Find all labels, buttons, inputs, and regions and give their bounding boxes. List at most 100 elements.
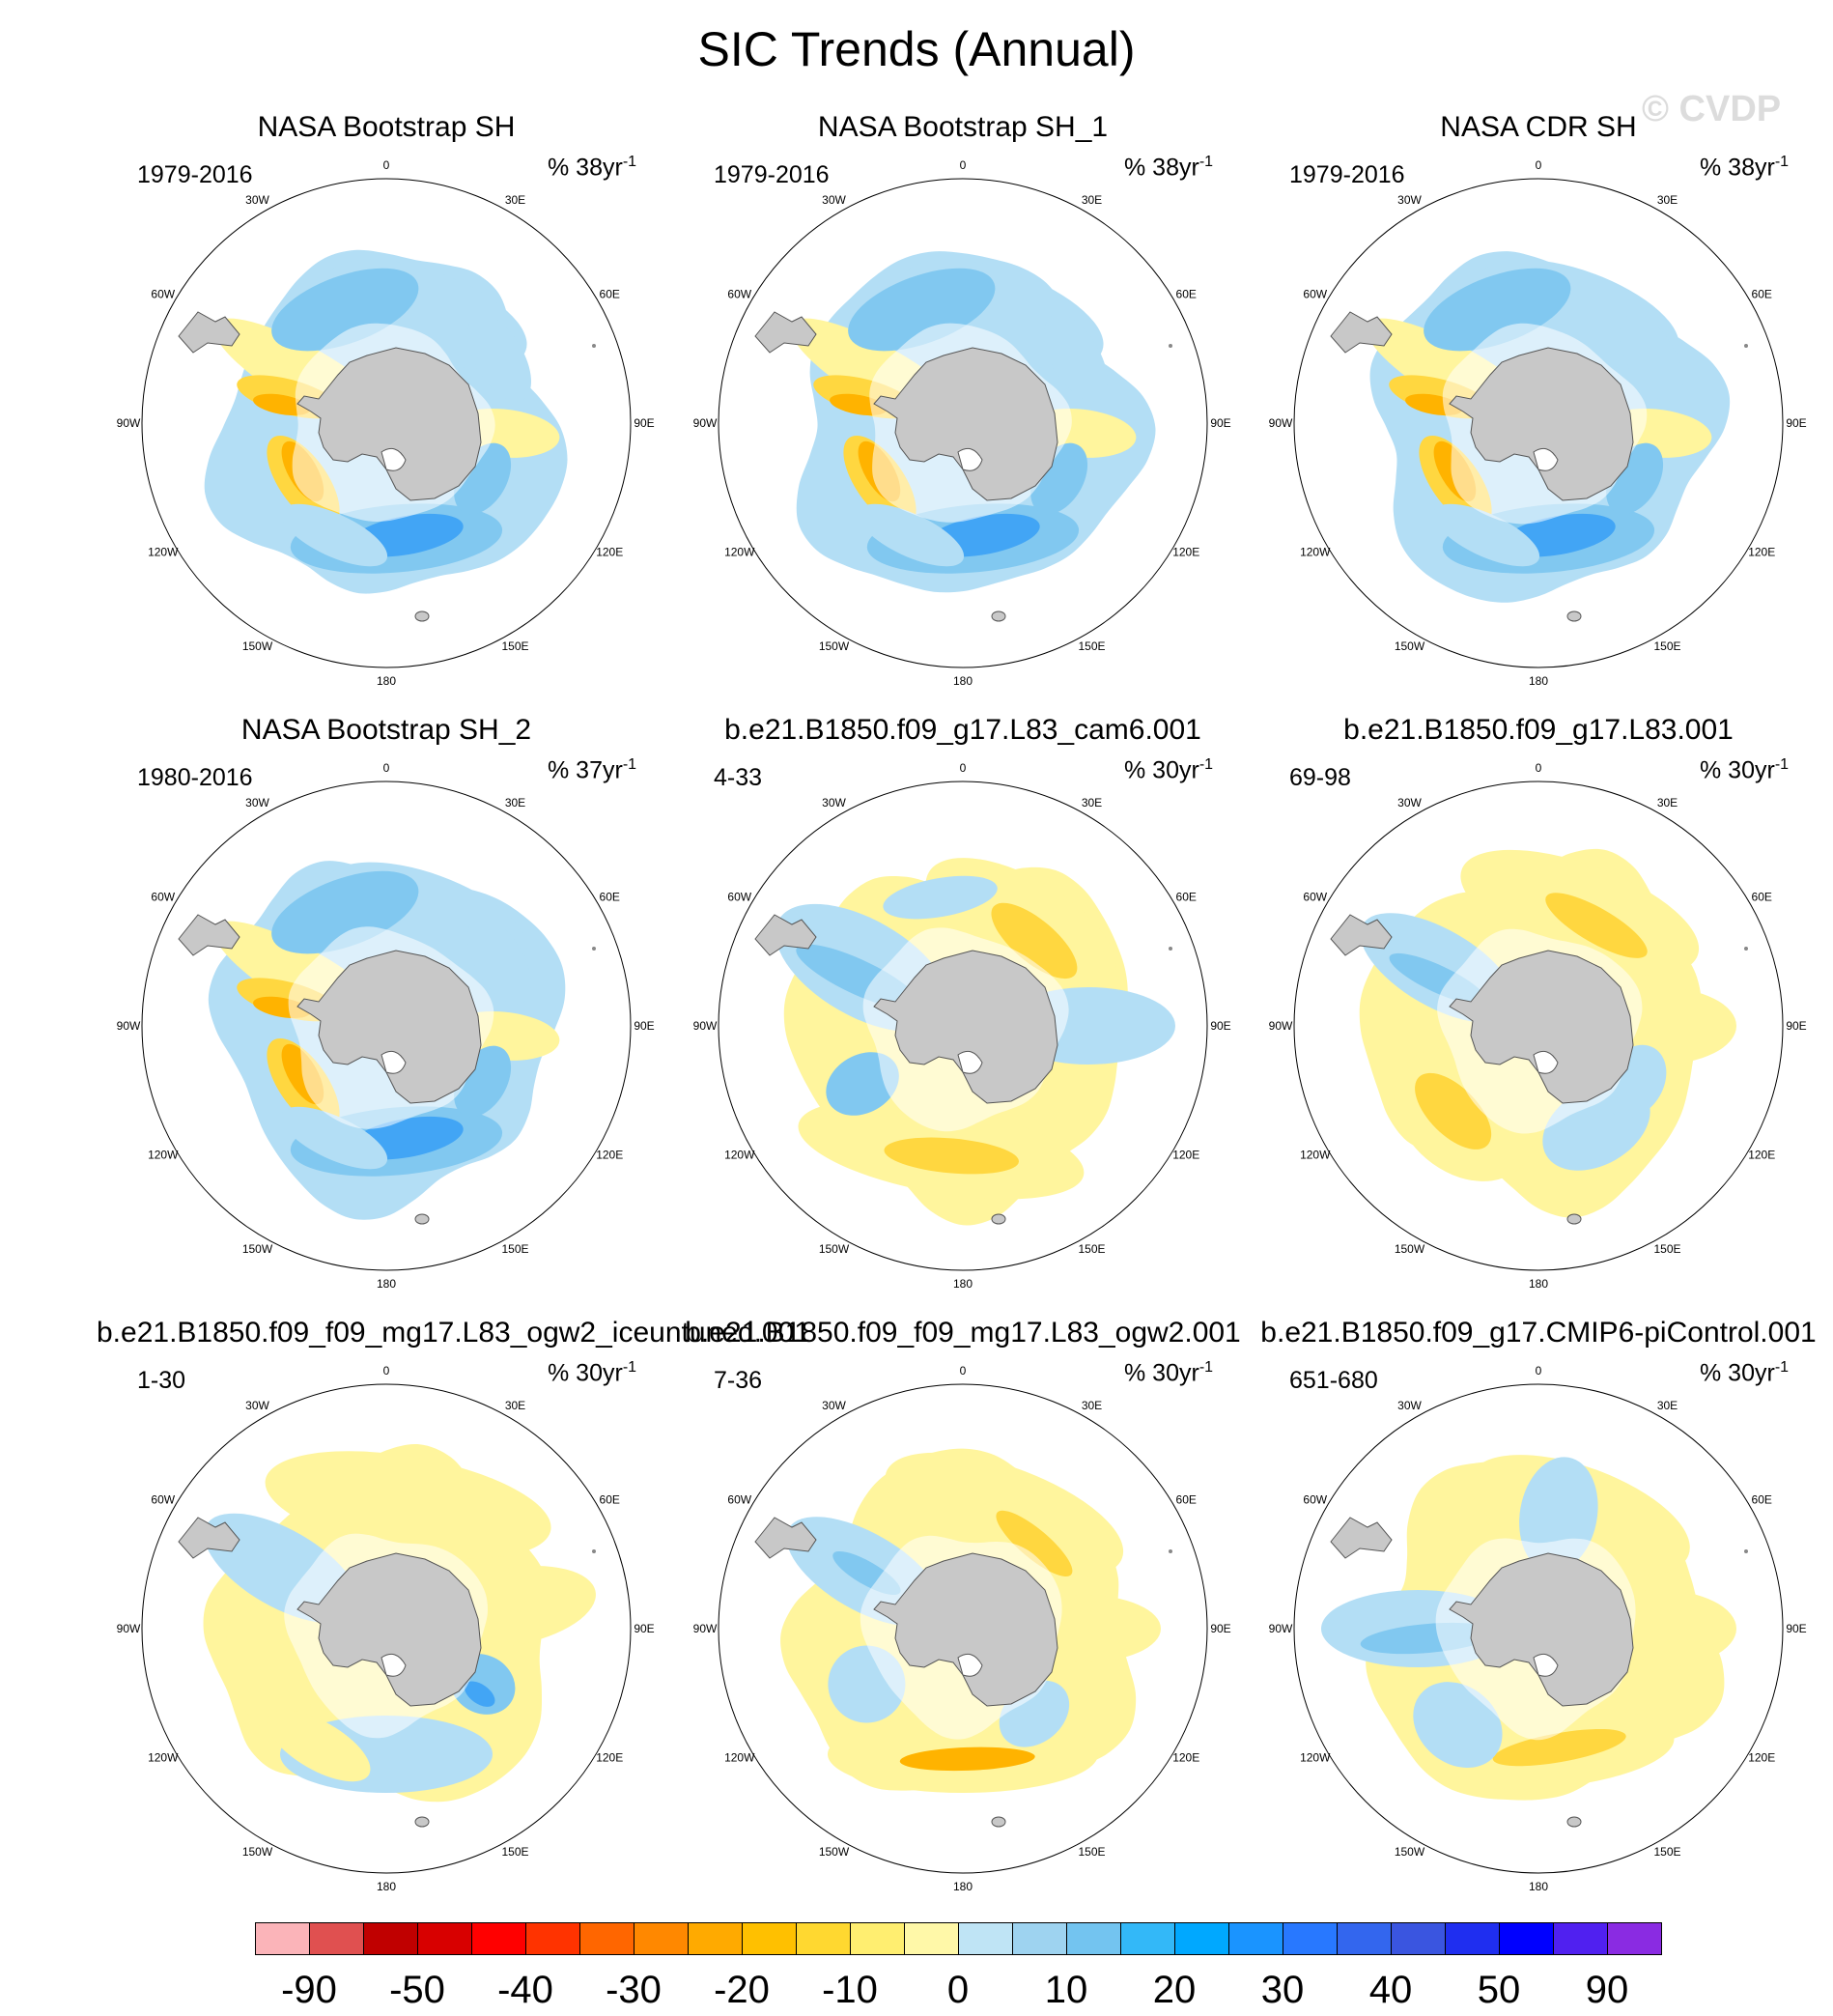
- colorbar-tick-label: 90: [1585, 1969, 1629, 2011]
- colorbar-bin: [309, 1922, 364, 1955]
- colorbar-bin: [1012, 1922, 1067, 1955]
- trend-patch: [899, 1746, 1035, 1772]
- panel-units: % 38yr-1: [548, 154, 637, 182]
- trend-patch: [466, 314, 531, 402]
- longitude-label: 90W: [693, 1622, 718, 1635]
- map-boundary: [718, 1383, 1208, 1874]
- colorbar-tick-label: 10: [1044, 1969, 1088, 2011]
- ross-ice-shelf: [1533, 1653, 1559, 1677]
- map-boundary: [718, 781, 1208, 1271]
- map-panel: b.e21.B1850.f09_g17.L83_cam6.001 4-33 % 30…: [673, 714, 1253, 1313]
- trend-patch: [1415, 1072, 1492, 1150]
- longitude-label: 0: [383, 1364, 390, 1377]
- longitude-label: 90E: [1786, 416, 1806, 430]
- panel-years: 7-36: [714, 1367, 763, 1394]
- map-panel: b.e21.B1850.f09_g17.CMIP6-piControl.001 6…: [1249, 1317, 1828, 1916]
- longitude-label: 90W: [1269, 416, 1293, 430]
- new-zealand-landmass: [991, 1816, 1006, 1828]
- longitude-label: 90E: [1210, 1622, 1230, 1635]
- colorbar: [255, 1922, 1662, 1957]
- colorbar-bin: [1228, 1922, 1283, 1955]
- ross-ice-shelf: [381, 447, 407, 471]
- antarctica-landmass: [1449, 347, 1634, 501]
- colorbar-bin: [1445, 1922, 1500, 1955]
- antarctica-landmass: [296, 347, 482, 501]
- longitude-label: 60W: [727, 288, 751, 301]
- panel-units: % 30yr-1: [1700, 1359, 1790, 1387]
- longitude-label: 120E: [1172, 1149, 1199, 1162]
- longitude-label: 150E: [1078, 639, 1105, 653]
- longitude-label: 90W: [1269, 1019, 1293, 1033]
- colorbar-tick-label: 50: [1477, 1969, 1521, 2011]
- longitude-label: 60E: [1176, 288, 1197, 301]
- trend-patch: [265, 1451, 551, 1559]
- panel-title: NASA Bootstrap SH_2: [240, 714, 532, 746]
- longitude-label: 150E: [1653, 639, 1680, 653]
- longitude-label: 90E: [1786, 1622, 1806, 1635]
- longitude-label: 30W: [1397, 1399, 1422, 1412]
- panel-units: % 30yr-1: [1700, 756, 1790, 784]
- trend-patch: [1432, 503, 1540, 567]
- colorbar-tick-label: -20: [714, 1969, 770, 2011]
- longitude-label: 150E: [501, 639, 528, 653]
- ross-ice-shelf: [957, 1050, 983, 1074]
- longitude-label: 150W: [242, 1242, 273, 1256]
- longitude-label: 30E: [505, 796, 525, 809]
- page-title: SIC Trends (Annual): [697, 22, 1136, 76]
- panel-years: 1979-2016: [1289, 161, 1405, 188]
- longitude-label: 150W: [1395, 639, 1425, 653]
- longitude-label: 180: [1529, 1277, 1548, 1291]
- longitude-label: 30W: [822, 1399, 846, 1412]
- map-boundary: [1293, 781, 1784, 1271]
- colorbar-bin: [1553, 1922, 1608, 1955]
- colorbar-tick-label: -30: [606, 1969, 662, 2011]
- longitude-label: 60W: [151, 891, 175, 904]
- longitude-label: 90E: [634, 1622, 654, 1635]
- longitude-label: 0: [383, 158, 390, 172]
- colorbar-bin: [904, 1922, 959, 1955]
- longitude-label: 120W: [1300, 1149, 1331, 1162]
- antarctica-landmass: [873, 347, 1058, 501]
- trend-patch: [271, 870, 419, 954]
- trend-patch: [225, 1606, 312, 1737]
- colorbar-tick-label: -50: [389, 1969, 445, 2011]
- longitude-label: 90W: [117, 1622, 141, 1635]
- longitude-label: 60E: [1176, 891, 1197, 904]
- island-marker: [1744, 1549, 1748, 1553]
- colorbar-tick-label: -40: [497, 1969, 553, 2011]
- colorbar-bin: [471, 1922, 526, 1955]
- longitude-label: 120W: [148, 1149, 179, 1162]
- longitude-label: 120E: [1748, 1149, 1775, 1162]
- colorbar-bin: [1120, 1922, 1175, 1955]
- map-boundary: [141, 178, 632, 668]
- trend-patch: [883, 875, 998, 920]
- colorbar-bin: [1066, 1922, 1121, 1955]
- island-marker: [592, 344, 596, 348]
- ross-ice-shelf: [1533, 447, 1559, 471]
- colorbar-tick-label: 30: [1260, 1969, 1305, 2011]
- longitude-label: 150W: [819, 639, 850, 653]
- colorbar-bin: [417, 1922, 472, 1955]
- longitude-label: 150E: [1653, 1242, 1680, 1256]
- longitude-label: 150E: [1078, 1242, 1105, 1256]
- longitude-label: 60E: [600, 1493, 620, 1507]
- longitude-label: 0: [383, 761, 390, 775]
- longitude-label: 90W: [1269, 1622, 1293, 1635]
- longitude-label: 30W: [245, 796, 269, 809]
- trend-patch: [280, 503, 388, 567]
- polar-map: 0 30E 60E 90E 120E 150E 180 150W 120W 90W 60W 30W: [693, 158, 1231, 688]
- map-boundary: [141, 781, 632, 1271]
- longitude-label: 180: [377, 1880, 396, 1893]
- trend-patch: [991, 902, 1078, 980]
- panel-years: 1980-2016: [137, 764, 253, 791]
- colorbar-bin: [579, 1922, 634, 1955]
- panel-years: 69-98: [1289, 764, 1351, 791]
- colorbar-tick-label: -90: [281, 1969, 337, 2011]
- longitude-label: 180: [953, 1880, 973, 1893]
- colorbar-bin: [958, 1922, 1013, 1955]
- longitude-label: 120W: [1300, 1751, 1331, 1765]
- panel-years: 1979-2016: [137, 161, 253, 188]
- longitude-label: 90E: [1210, 1019, 1230, 1033]
- longitude-label: 30E: [1082, 796, 1102, 809]
- longitude-label: 120E: [1172, 1751, 1199, 1765]
